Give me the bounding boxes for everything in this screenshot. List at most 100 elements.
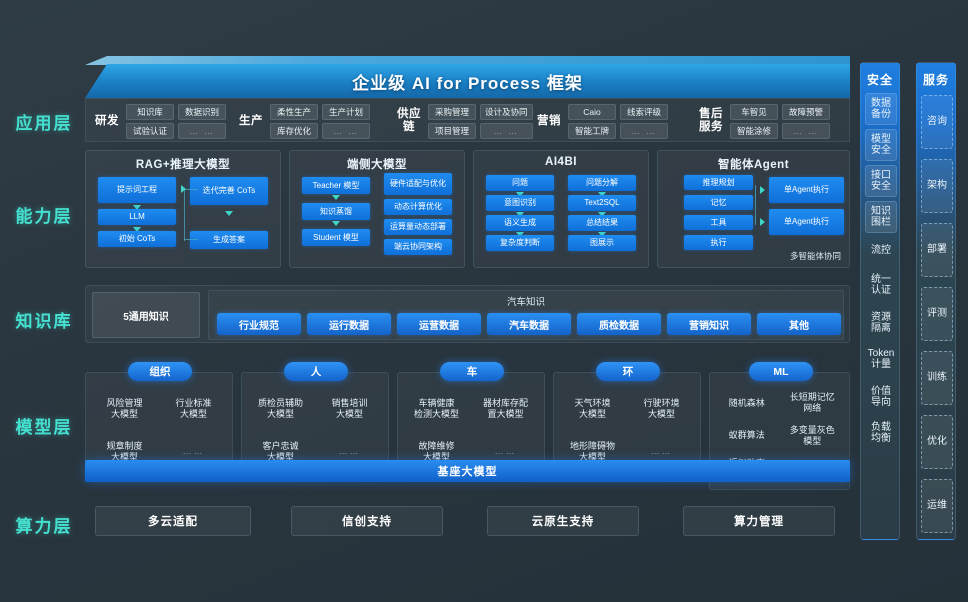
application-tile[interactable]: 设计及协同 [480,103,533,120]
application-tile[interactable]: 试验认证 [126,122,174,139]
knowledge-pill-0[interactable]: 行业规范 [217,313,301,335]
model-item[interactable]: …… [338,446,361,456]
application-tile[interactable]: 线索评级 [620,103,668,120]
model-item[interactable]: 多变量灰色 模型 [789,424,835,446]
capability-node[interactable]: 运算量动态部署 [384,219,452,235]
capability-node[interactable]: 记忆 [684,195,753,210]
knowledge-general-box: 5通用知识 [92,292,200,338]
application-tile[interactable]: 故障预警 [782,103,830,120]
application-tile[interactable]: 知识库 [126,103,174,120]
capability-node[interactable]: 单Agent执行 [769,209,844,235]
rail-service-item-5[interactable]: 优化 [921,415,953,469]
capability-node[interactable]: 工具 [684,215,753,230]
model-item[interactable]: 蚁群算法 [728,430,765,441]
model-item[interactable]: …… [182,446,205,456]
model-item[interactable]: 风险管理 大模型 [106,397,143,419]
capability-node[interactable]: 图展示 [568,235,636,251]
model-item[interactable]: 销售培训 大模型 [331,397,368,419]
rail-service-item-6[interactable]: 运维 [921,479,953,533]
model-item[interactable]: 地形障碍物 大模型 [569,440,615,462]
capability-node[interactable]: 提示词工程 [98,177,176,203]
model-item[interactable]: 质检员辅助 大模型 [257,397,303,419]
rail-security-item-6[interactable]: 资源 隔离 [871,311,891,335]
application-tile[interactable]: 采购管理 [428,103,476,120]
knowledge-pill-6[interactable]: 其他 [757,313,841,335]
knowledge-pill-1[interactable]: 运行数据 [307,313,391,335]
capability-node[interactable]: 意图识别 [486,195,554,211]
application-tile[interactable]: Caio [568,103,616,120]
capability-node[interactable]: LLM [98,209,176,225]
rail-service-item-3[interactable]: 评测 [921,287,953,341]
banner-top-facet [85,56,850,65]
rail-service-item-4[interactable]: 训练 [921,351,953,405]
application-tile[interactable]: 柔性生产 [270,103,318,120]
application-group-4: 售后 服务 车智见 智能涂修 故障预警 … … [696,99,830,143]
rail-security-item-4[interactable]: 流控 [871,245,891,257]
compute-box-3[interactable]: 算力管理 [683,506,835,536]
capability-node[interactable]: 动态计算优化 [384,199,452,215]
capability-node[interactable]: Student 模型 [302,229,370,246]
application-tile[interactable]: … … [620,122,668,139]
application-tile[interactable]: 数据识别 [178,103,226,120]
capability-node[interactable]: 问题分解 [568,175,636,191]
knowledge-pill-3[interactable]: 汽车数据 [487,313,571,335]
model-item[interactable]: 随机森林 [728,397,765,408]
application-tile[interactable]: 智能涂修 [730,122,778,139]
application-tile[interactable]: 智能工牌 [568,122,616,139]
rail-security-item-5[interactable]: 统一 认证 [871,273,891,297]
capability-node[interactable]: 语义生成 [486,215,554,231]
compute-box-0[interactable]: 多云适配 [95,506,251,536]
model-item[interactable]: 器材库存配 置大模型 [482,397,528,419]
application-tile[interactable]: 车智见 [730,103,778,120]
model-item[interactable]: 长短期记忆 网络 [789,392,835,414]
application-tile[interactable]: … … [782,122,830,139]
application-tile[interactable]: 生产计划 [322,103,370,120]
capability-node[interactable]: 执行 [684,235,753,250]
capability-node[interactable]: 问题 [486,175,554,191]
application-tile[interactable]: 项目管理 [428,122,476,139]
application-tile[interactable]: … … [480,122,533,139]
model-item[interactable]: 规章制度 大模型 [106,440,143,462]
rail-service-item-2[interactable]: 部署 [921,223,953,277]
capability-node[interactable]: 总结结果 [568,215,636,231]
application-tile[interactable]: … … [178,122,226,139]
layer-label-compute: 算力层 [15,517,73,536]
compute-box-1[interactable]: 信创支持 [291,506,443,536]
application-tile[interactable]: 库存优化 [270,122,318,139]
model-item[interactable]: 行驶环境 大模型 [643,397,680,419]
model-item[interactable]: 天气环境 大模型 [574,397,611,419]
knowledge-pill-5[interactable]: 营销知识 [667,313,751,335]
model-item[interactable]: 车辆健康 检测大模型 [413,397,459,419]
model-item[interactable]: 行业标准 大模型 [175,397,212,419]
model-item[interactable]: 客户忠诚 大模型 [262,440,299,462]
capability-node[interactable]: 推理规划 [684,175,753,190]
rail-security-item-8[interactable]: 价值 导向 [871,385,891,409]
capability-node[interactable]: 硬件适配与优化 [384,173,452,195]
capability-node[interactable]: 单Agent执行 [769,177,844,203]
capability-node[interactable]: 初始 CoTs [98,231,176,247]
capability-node[interactable]: Teacher 模型 [302,177,370,194]
capability-node[interactable]: 知识蒸馏 [302,203,370,220]
rail-security-item-3[interactable]: 知识 围栏 [865,201,897,233]
rail-security-item-1[interactable]: 模型 安全 [865,129,897,161]
model-item[interactable]: 故障维修 大模型 [418,440,455,462]
application-tile[interactable]: … … [322,122,370,139]
rail-service-item-1[interactable]: 架构 [921,159,953,213]
capability-node[interactable]: 迭代完善 CoTs [190,177,268,205]
knowledge-pill-4[interactable]: 质检数据 [577,313,661,335]
connector-line [184,189,185,241]
model-item[interactable]: …… [494,446,517,456]
capability-card-title: RAG+推理大模型 [135,159,231,171]
rail-security-item-0[interactable]: 数据 备份 [865,93,897,125]
capability-node[interactable]: Text2SQL [568,195,636,211]
capability-node[interactable]: 复杂度判断 [486,235,554,251]
capability-node[interactable]: 端云协同架构 [384,239,452,255]
compute-box-2[interactable]: 云原生支持 [487,506,639,536]
capability-node[interactable]: 生成答案 [190,231,268,249]
rail-security-item-2[interactable]: 接口 安全 [865,165,897,197]
model-item[interactable]: …… [650,446,673,456]
rail-security-item-9[interactable]: 负载 均衡 [871,421,891,445]
rail-security-item-7[interactable]: Token 计量 [867,347,895,371]
knowledge-pill-2[interactable]: 运营数据 [397,313,481,335]
rail-service-item-0[interactable]: 咨询 [921,95,953,149]
